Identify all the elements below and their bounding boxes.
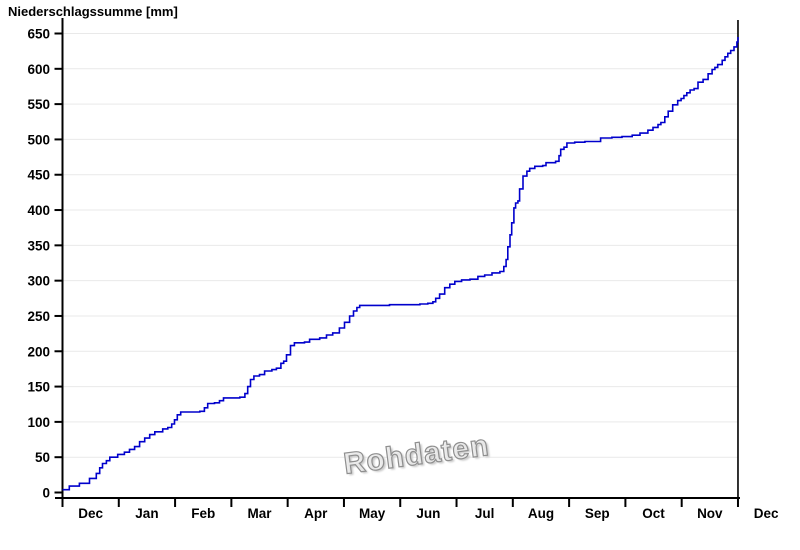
x-tick-label: Dec bbox=[78, 506, 103, 521]
x-tick-label: Apr bbox=[304, 506, 328, 521]
y-tick-label: 550 bbox=[27, 97, 50, 112]
x-tick-label: Feb bbox=[191, 506, 215, 521]
y-tick-label: 250 bbox=[27, 309, 50, 324]
chart-title: Niederschlagssumme [mm] bbox=[8, 4, 178, 19]
x-tick-label: Jun bbox=[416, 506, 440, 521]
y-tick-label: 100 bbox=[27, 415, 50, 430]
y-tick-label: 400 bbox=[27, 203, 50, 218]
x-tick-label: Oct bbox=[642, 506, 665, 521]
x-tick-label: Jan bbox=[135, 506, 158, 521]
x-tick-label: Mar bbox=[248, 506, 273, 521]
x-tick-label: Jul bbox=[475, 506, 495, 521]
y-tick-label: 350 bbox=[27, 238, 50, 253]
y-tick-label: 0 bbox=[42, 486, 50, 501]
data-line-niederschlagssumme bbox=[62, 37, 739, 491]
y-tick-label: 600 bbox=[27, 62, 50, 77]
x-tick-label: Dec bbox=[754, 506, 779, 521]
x-tick-label: Aug bbox=[528, 506, 554, 521]
x-tick-label: Nov bbox=[697, 506, 723, 521]
y-tick-label: 300 bbox=[27, 274, 50, 289]
x-tick-label: May bbox=[359, 506, 386, 521]
y-tick-label: 500 bbox=[27, 132, 50, 147]
y-tick-label: 50 bbox=[35, 450, 50, 465]
y-tick-label: 150 bbox=[27, 380, 50, 395]
y-tick-label: 650 bbox=[27, 27, 50, 42]
y-tick-label: 200 bbox=[27, 344, 50, 359]
y-tick-label: 450 bbox=[27, 168, 50, 183]
x-tick-label: Sep bbox=[585, 506, 610, 521]
